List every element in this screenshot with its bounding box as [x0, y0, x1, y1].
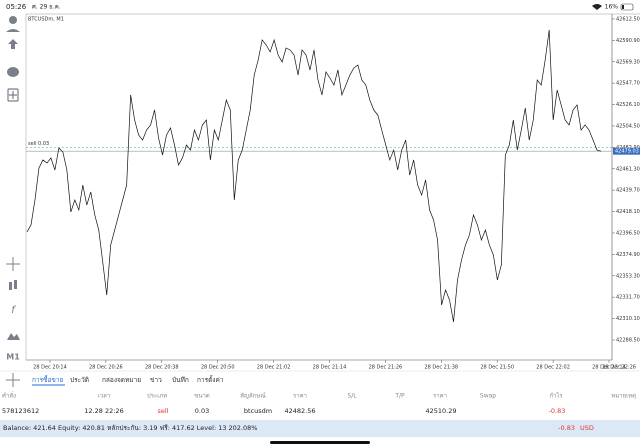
- x-tick-label: 28 Dec 21:26: [369, 365, 403, 371]
- column-header: หมายเหตุ: [611, 393, 636, 400]
- chart-symbol: BTCUSDm, M1: [28, 17, 64, 23]
- tab[interactable]: ประวัติ: [70, 376, 89, 384]
- x-tick-label: 28 Dec 22:02: [536, 365, 570, 371]
- column-header: สัญลักษณ์: [240, 392, 266, 400]
- left-toolbar: f M1: [6, 16, 20, 387]
- footer-bar: [0, 420, 640, 437]
- bid-label: 42479.03: [615, 149, 639, 155]
- battery-icon: [620, 3, 634, 11]
- y-tick-label: 42418.10: [616, 209, 640, 215]
- table-cell: btcusdm: [244, 407, 272, 415]
- y-tick-label: 42504.50: [616, 123, 640, 129]
- trade-icon[interactable]: [8, 39, 18, 49]
- column-header: ประเภท: [147, 393, 167, 400]
- candles-icon[interactable]: [9, 282, 12, 290]
- tab[interactable]: การซื้อขาย: [32, 375, 63, 384]
- currency: USD: [580, 424, 594, 432]
- chat-icon[interactable]: [7, 67, 19, 77]
- y-tick-label: 42353.30: [616, 273, 640, 279]
- tabs: การซื้อขาย ประวัติ กล่องจดหมาย ข่าว บันทึก กา…: [32, 375, 224, 386]
- y-tick-label: 42547.70: [616, 81, 640, 87]
- indicator-icon[interactable]: f: [11, 305, 16, 316]
- clock: 05:26: [6, 3, 27, 11]
- bid-label-bg: [613, 147, 640, 155]
- table-cell: 42482.56: [284, 407, 315, 415]
- positions-table: คำสั่ง เวลา ประเภท ขนาด สัญลักษณ์ ราคา S/L T/P ร…: [2, 392, 636, 416]
- objects-icon[interactable]: [7, 333, 20, 340]
- account-icon-body: [6, 29, 20, 32]
- order-line-label: sell 0.03: [28, 141, 49, 147]
- x-tick-label: 28 Dec 21:38: [424, 365, 458, 371]
- wifi-icon: [592, 4, 602, 10]
- x-tick-label: 28 Dec 20:38: [145, 365, 179, 371]
- date: ศ. 29 ธ.ค.: [32, 4, 61, 11]
- tab[interactable]: ข่าว: [150, 376, 162, 384]
- x-tick-label: 28 Dec 22:26: [602, 365, 636, 371]
- x-tick-label: 28 Dec 21:02: [257, 365, 291, 371]
- y-tick-label: 42288.50: [616, 337, 640, 343]
- new-order-icon[interactable]: [7, 88, 19, 102]
- column-header: ราคา: [433, 393, 447, 400]
- column-header: T/P: [394, 393, 405, 400]
- column-header: S/L: [347, 393, 357, 400]
- new-order-plus: [9, 91, 17, 99]
- x-tick-label: 28 Dec 22:14: [592, 365, 626, 371]
- column-header: ราคา: [293, 393, 307, 400]
- tab[interactable]: การตั้งค่า: [197, 375, 224, 384]
- table-cell: 578123612: [2, 407, 39, 415]
- y-tick-label: 42569.30: [616, 59, 640, 65]
- x-tick-label: 28 Dec 21:14: [313, 365, 347, 371]
- table-cell: sell: [158, 407, 169, 415]
- table-cell: -0.83: [549, 407, 566, 415]
- battery-level: 16%: [605, 4, 619, 11]
- y-tick-label: 42439.70: [616, 188, 640, 194]
- column-header: เวลา: [98, 393, 110, 400]
- table-cell: 0.03: [195, 407, 209, 415]
- tab[interactable]: กล่องจดหมาย: [102, 376, 141, 384]
- y-tick-label: 42612.50: [616, 16, 640, 22]
- crosshair-icon[interactable]: [6, 257, 20, 271]
- x-tick-label: 28 Dec 20:14: [33, 365, 67, 371]
- price-line: [26, 29, 602, 323]
- y-tick-label: 42461.30: [616, 166, 640, 172]
- y-tick-label: 42590.90: [616, 38, 640, 44]
- y-tick-label: 42310.10: [616, 316, 640, 322]
- chart-layer: 42612.50 42590.90 42569.30 42547.70 42526.10…: [26, 16, 640, 371]
- y-tick-label: 42331.70: [616, 295, 640, 301]
- total-profit: -0.83: [558, 424, 575, 432]
- account-icon[interactable]: [9, 16, 17, 24]
- column-header: คำสั่ง: [2, 392, 16, 400]
- x-tick-label: 28 Dec 20:26: [89, 365, 123, 371]
- y-tick-label: 42526.10: [616, 102, 640, 108]
- battery-fill: [622, 5, 624, 9]
- x-tick-label: 28 Dec 21:50: [480, 365, 514, 371]
- candles-icon-2: [14, 280, 17, 289]
- table-cell: 12.28 22:26: [84, 407, 123, 415]
- column-header: กำไร: [549, 392, 563, 400]
- column-header: ขนาด: [194, 393, 210, 400]
- column-header: Swap: [480, 393, 496, 400]
- home-indicator: [270, 441, 370, 444]
- y-tick-label: 42396.50: [616, 230, 640, 236]
- table-cell: 42510.29: [425, 407, 456, 415]
- y-tick-label: 42374.90: [616, 252, 640, 258]
- account-summary: Balance: 421.64 Equity: 420.81 หลักประกั…: [3, 424, 257, 432]
- add-icon[interactable]: [6, 373, 20, 387]
- x-tick-label: 28 Dec 20:50: [201, 365, 235, 371]
- tab[interactable]: บันทึก: [172, 376, 189, 384]
- timeframe[interactable]: M1: [6, 353, 20, 362]
